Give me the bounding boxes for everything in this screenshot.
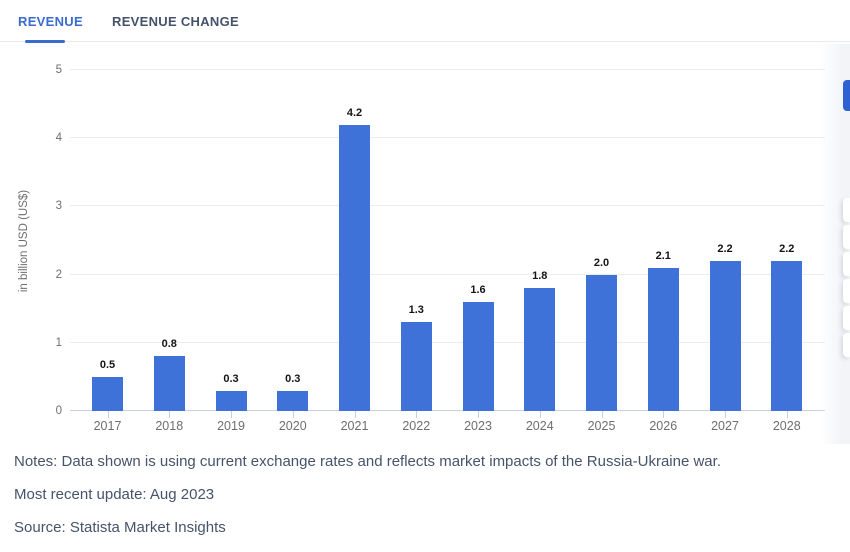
bar-value-label-2019: 0.3 (223, 372, 239, 385)
gridline-y3 (70, 205, 825, 207)
bar-value-label-2021: 4.2 (346, 106, 363, 119)
x-axis-label-2026: 2026 (649, 419, 678, 433)
y-tick-label-0: 0 (55, 405, 62, 417)
bar-2019[interactable] (215, 390, 247, 411)
y-tick-label-1: 1 (55, 336, 62, 349)
x-axis-label-2025: 2025 (587, 419, 616, 433)
side-toolbar-button-2[interactable] (843, 225, 850, 249)
y-axis-title: in billion USD (US$) (18, 189, 30, 292)
bar-2017[interactable] (92, 376, 123, 411)
x-axis-label-2023: 2023 (464, 419, 492, 433)
bar-2022[interactable] (400, 322, 432, 411)
side-toolbar-button-4[interactable] (843, 279, 850, 303)
x-axis-line (70, 410, 825, 411)
bar-value-label-2018: 0.8 (161, 338, 177, 351)
x-tick-2020 (292, 411, 294, 418)
side-toolbar-button-6[interactable] (843, 333, 850, 357)
x-tick-2027 (725, 411, 726, 418)
chart-notes-text: Notes: Data shown is using current excha… (14, 453, 721, 470)
side-toolbar-button-1[interactable] (843, 198, 850, 222)
bar-2021[interactable] (339, 124, 370, 411)
bar-value-label-2028: 2.2 (779, 242, 795, 255)
x-axis-label-2021: 2021 (340, 419, 369, 433)
tab-revenue-change[interactable]: REVENUE CHANGE (112, 13, 239, 29)
bar-value-label-2025: 2.0 (593, 256, 610, 269)
bar-2028[interactable] (771, 260, 803, 411)
active-tab-underline (25, 40, 65, 43)
x-axis-label-2028: 2028 (772, 419, 801, 433)
gridline-y2 (70, 273, 825, 275)
chart-source-text: Source: Statista Market Insights (14, 519, 226, 536)
bar-2020[interactable] (277, 390, 309, 411)
bar-value-label-2017: 0.5 (99, 358, 116, 371)
bar-value-label-2027: 2.2 (717, 242, 733, 255)
bar-2018[interactable] (153, 356, 185, 411)
x-tick-2024 (539, 411, 541, 418)
chart-footer: Notes: Data shown is using current excha… (14, 452, 814, 551)
x-tick-2021 (354, 411, 356, 418)
x-axis-label-2018: 2018 (155, 419, 184, 433)
side-toolbar-button-5[interactable] (843, 306, 850, 330)
x-axis-label-2019: 2019 (217, 419, 245, 433)
x-axis-label-2020: 2020 (278, 419, 307, 433)
y-tick-label-2: 2 (55, 268, 62, 281)
side-toolbar-accent-button[interactable] (843, 80, 850, 111)
y-tick-label-3: 3 (55, 200, 62, 213)
y-tick-label-5: 5 (55, 64, 62, 76)
x-tick-2025 (601, 411, 603, 418)
x-tick-2017 (107, 411, 109, 418)
x-tick-2023 (478, 411, 479, 418)
x-tick-2022 (416, 411, 418, 418)
bar-2027[interactable] (709, 260, 741, 411)
tab-revenue[interactable]: REVENUE (18, 13, 83, 29)
bar-value-label-2023: 1.6 (470, 283, 486, 296)
bar-chart-plot: in billion USD (US$) 0 1 2 3 4 5 0.5 2017 0.8 201… (18, 64, 825, 433)
gridline-y1 (70, 341, 825, 343)
bar-value-label-2020: 0.3 (285, 372, 301, 385)
gridline-y4 (70, 137, 825, 139)
bar-2025[interactable] (586, 274, 617, 411)
tab-bar: REVENUE REVENUE CHANGE (0, 0, 850, 43)
y-tick-label-4: 4 (55, 132, 62, 145)
x-tick-2028 (786, 411, 788, 418)
side-toolbar-button-3[interactable] (843, 252, 850, 276)
x-tick-2026 (663, 411, 665, 418)
x-axis-label-2024: 2024 (525, 419, 554, 433)
bar-2026[interactable] (647, 267, 679, 411)
bar-value-label-2024: 1.8 (532, 270, 548, 283)
bar-2023[interactable] (462, 301, 494, 411)
gridline-y5 (70, 69, 825, 70)
x-axis-label-2017: 2017 (93, 419, 122, 433)
chart-update-text: Most recent update: Aug 2023 (14, 486, 215, 503)
bar-value-label-2026: 2.1 (655, 249, 671, 262)
x-axis-label-2022: 2022 (402, 419, 431, 433)
x-tick-2018 (169, 411, 171, 418)
x-axis-label-2027: 2027 (711, 419, 739, 433)
bar-2024[interactable] (524, 288, 556, 411)
x-tick-2019 (231, 411, 232, 418)
bar-value-label-2022: 1.3 (408, 304, 424, 317)
